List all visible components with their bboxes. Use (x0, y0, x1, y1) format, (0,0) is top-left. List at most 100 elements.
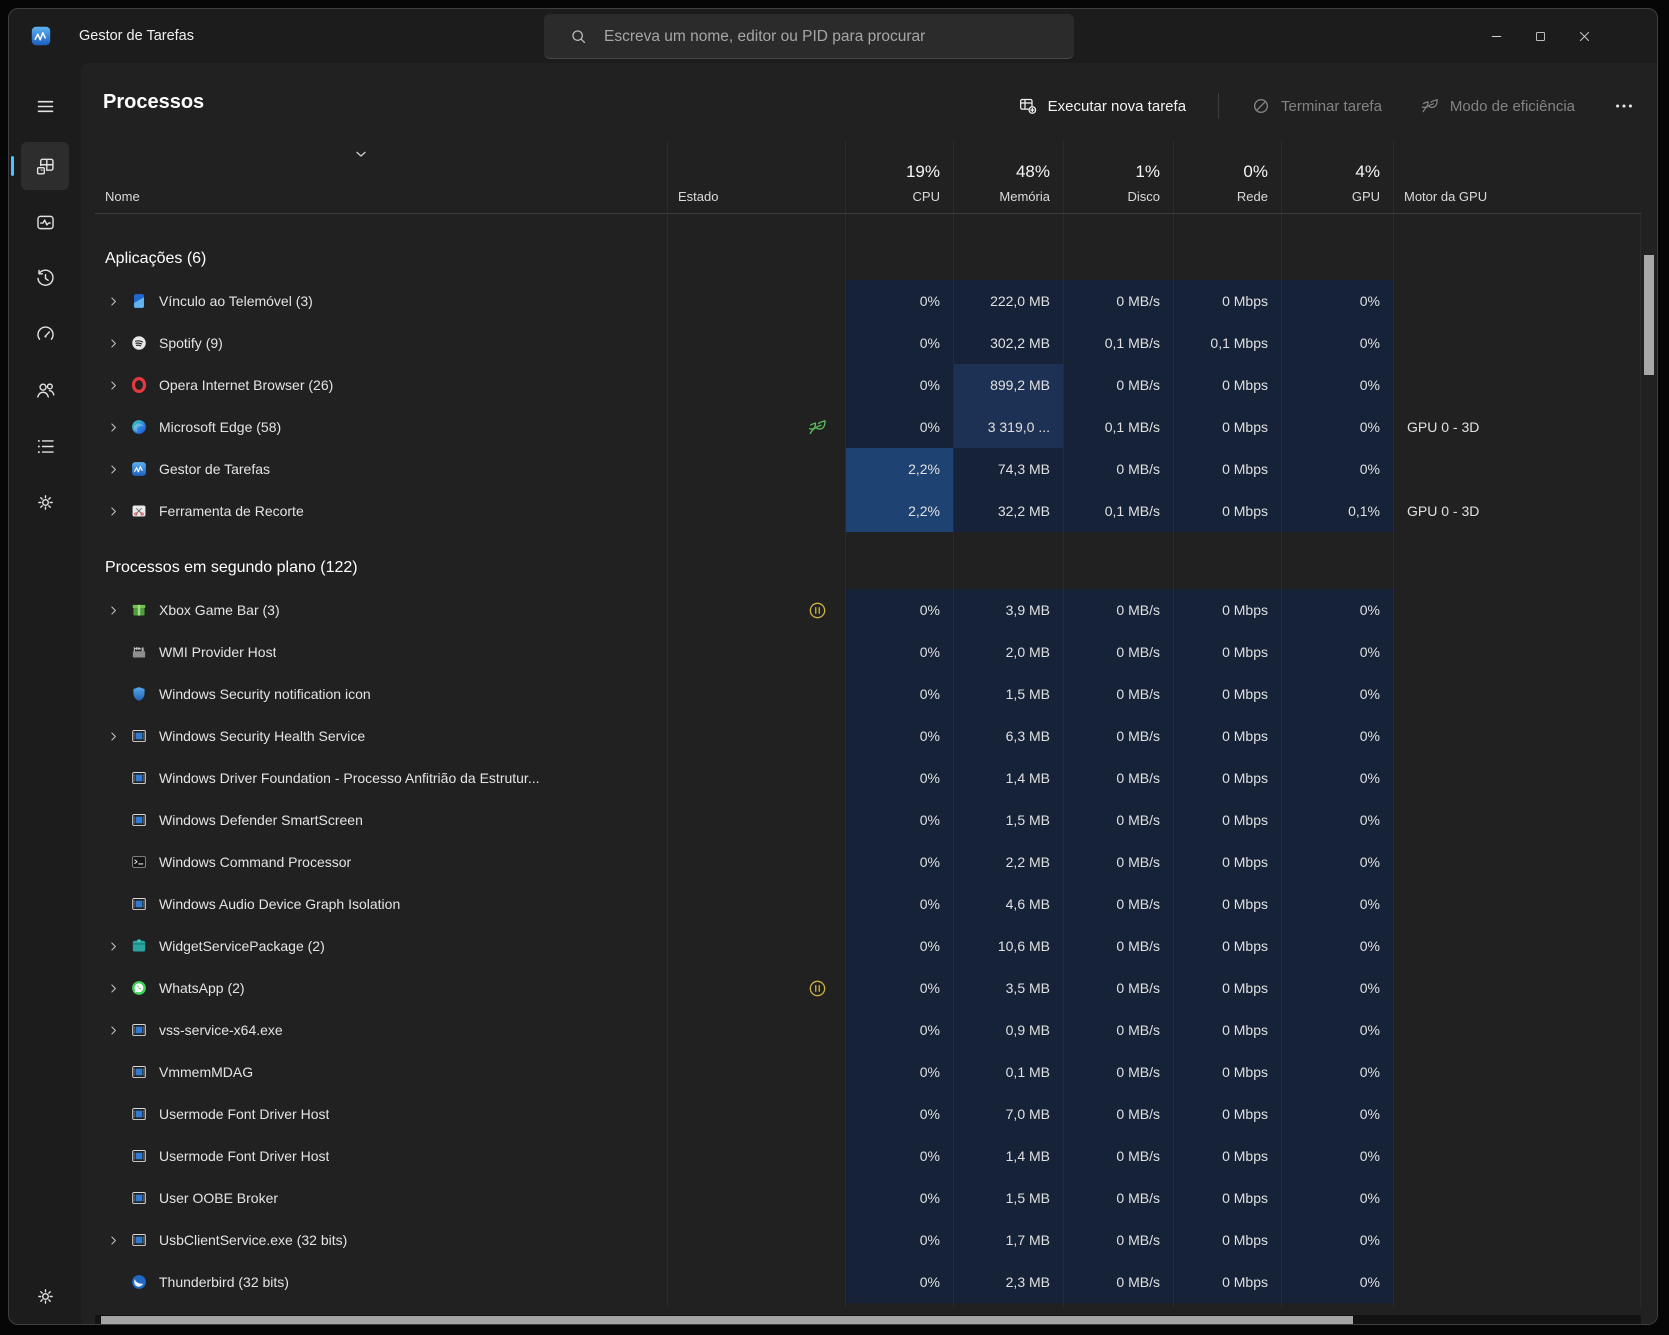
sidebar-item-startup-apps[interactable] (25, 314, 65, 354)
process-row[interactable]: VmmemMDAG 0% 0,1 MB 0 MB/s 0 Mbps 0% (95, 1051, 1641, 1093)
column-header-status[interactable]: Estado (667, 141, 845, 213)
process-row[interactable]: Gestor de Tarefas 2,2% 74,3 MB 0 MB/s 0 Mbps… (95, 448, 1641, 490)
gpu-cell: 0% (1281, 364, 1393, 406)
disk-cell: 0,1 MB/s (1063, 322, 1173, 364)
process-row[interactable]: UsbClientService.exe (32 bits) 0% 1,7 MB 0 … (95, 1219, 1641, 1261)
process-row[interactable]: Usermode Font Driver Host 0% 1,4 MB 0 MB/s 0… (95, 1135, 1641, 1177)
process-row[interactable]: User OOBE Broker 0% 1,5 MB 0 MB/s 0 Mbps 0% (95, 1177, 1641, 1219)
column-header-memory[interactable]: 48% Memória (953, 141, 1063, 213)
expand-chevron-icon[interactable] (107, 1024, 120, 1037)
expand-chevron-icon[interactable] (107, 379, 120, 392)
disk-cell: 0 MB/s (1063, 1093, 1173, 1135)
vertical-scrollbar-thumb[interactable] (1644, 255, 1654, 375)
expand-chevron-icon[interactable] (107, 982, 120, 995)
column-label: GPU (1351, 189, 1380, 204)
gpu-engine-cell: GPU 0 - 3D (1393, 406, 1641, 448)
column-label: Rede (1236, 189, 1268, 204)
end-task-icon (1251, 96, 1271, 116)
gpu-engine-cell (1393, 448, 1641, 490)
new-task-icon (1018, 96, 1038, 116)
phone-link-icon (130, 292, 148, 310)
status-cell (667, 1261, 845, 1303)
process-row[interactable]: vss-service-x64.exe 0% 0,9 MB 0 MB/s 0 Mbps 0… (95, 1009, 1641, 1051)
more-options-button[interactable] (1607, 91, 1641, 121)
process-row[interactable]: Ferramenta de Recorte 2,2% 32,2 MB 0,1 MB/s… (95, 490, 1641, 532)
expand-chevron-icon[interactable] (107, 730, 120, 743)
process-row[interactable]: Thunderbird (32 bits) 0% 2,3 MB 0 MB/s 0 Mbp… (95, 1261, 1641, 1303)
column-header-name[interactable]: Nome (95, 141, 667, 213)
horizontal-scrollbar[interactable] (95, 1315, 1641, 1324)
maximize-button[interactable] (1518, 9, 1562, 63)
status-cell (667, 1177, 845, 1219)
column-header-gpu[interactable]: 4% GPU (1281, 141, 1393, 213)
expand-chevron-icon[interactable] (107, 505, 120, 518)
memory-total: 48% (1015, 162, 1050, 181)
gpu-engine-cell (1393, 1051, 1641, 1093)
process-row[interactable]: Windows Audio Device Graph Isolation 0% 4,… (95, 883, 1641, 925)
search-icon (570, 28, 587, 45)
run-new-task-button[interactable]: Executar nova tarefa (1012, 92, 1192, 120)
process-row[interactable]: Xbox Game Bar (3) 0% 3,9 MB 0 MB/s 0 Mbps 0% (95, 589, 1641, 631)
process-row[interactable]: Windows Driver Foundation - Processo Anf… (95, 757, 1641, 799)
titlebar: Gestor de Tarefas (9, 9, 1657, 63)
process-row[interactable]: Microsoft Edge (58) 0% 3 319,0 ... 0,1 MB/s… (95, 406, 1641, 448)
sidebar-item-details[interactable] (25, 426, 65, 466)
process-name: WhatsApp (2) (159, 980, 245, 996)
expand-chevron-icon[interactable] (107, 1234, 120, 1247)
sidebar-item-performance[interactable] (25, 202, 65, 242)
cpu-cell: 0% (845, 757, 953, 799)
content-panel: Processos Executar nova tarefa Terminar t… (81, 63, 1657, 1324)
process-row[interactable]: Windows Defender SmartScreen 0% 1,5 MB 0 MB… (95, 799, 1641, 841)
snip-icon (130, 502, 148, 520)
gpu-engine-cell (1393, 1219, 1641, 1261)
expand-chevron-icon[interactable] (107, 295, 120, 308)
status-cell (667, 322, 845, 364)
efficiency-mode-button[interactable]: Modo de eficiência (1414, 92, 1581, 120)
process-row[interactable]: Spotify (9) 0% 302,2 MB 0,1 MB/s 0,1 Mbps 0% (95, 322, 1641, 364)
menu-button[interactable] (25, 86, 65, 126)
gpu-engine-cell (1393, 322, 1641, 364)
disk-cell: 0 MB/s (1063, 1219, 1173, 1261)
process-row[interactable]: Windows Security notification icon 0% 1,5 … (95, 673, 1641, 715)
gpu-cell: 0% (1281, 1135, 1393, 1177)
column-header-disk[interactable]: 1% Disco (1063, 141, 1173, 213)
expand-chevron-icon[interactable] (107, 421, 120, 434)
column-header-gpu_engine[interactable]: Motor da GPU (1393, 141, 1641, 213)
expand-chevron-icon[interactable] (107, 463, 120, 476)
column-header-cpu[interactable]: 19% CPU (845, 141, 953, 213)
end-task-button[interactable]: Terminar tarefa (1245, 92, 1388, 120)
network-cell: 0,1 Mbps (1173, 322, 1281, 364)
process-row[interactable]: WMI Provider Host 0% 2,0 MB 0 MB/s 0 Mbps 0% (95, 631, 1641, 673)
gpu-engine-cell (1393, 799, 1641, 841)
search-input[interactable] (602, 14, 1061, 60)
sidebar-item-processes[interactable] (11, 142, 69, 190)
window-icon (130, 1021, 148, 1039)
column-label: CPU (912, 189, 940, 204)
network-cell: 0 Mbps (1173, 280, 1281, 322)
search-box[interactable] (544, 14, 1074, 60)
process-row[interactable]: WhatsApp (2) 0% 3,5 MB 0 MB/s 0 Mbps 0% (95, 967, 1641, 1009)
process-row[interactable]: Windows Command Processor 0% 2,2 MB 0 MB/s 0… (95, 841, 1641, 883)
xbox-icon (130, 601, 148, 619)
close-button[interactable] (1562, 9, 1606, 63)
cpu-cell: 2,2% (845, 448, 953, 490)
minimize-button[interactable] (1474, 9, 1518, 63)
sidebar-item-settings[interactable] (25, 1276, 65, 1316)
expand-chevron-icon[interactable] (107, 337, 120, 350)
expand-chevron-icon[interactable] (107, 604, 120, 617)
process-row[interactable]: Usermode Font Driver Host 0% 7,0 MB 0 MB/s 0… (95, 1093, 1641, 1135)
vertical-scrollbar[interactable] (1643, 214, 1655, 1307)
process-row[interactable]: Opera Internet Browser (26) 0% 899,2 MB 0 M… (95, 364, 1641, 406)
horizontal-scrollbar-thumb[interactable] (101, 1316, 1353, 1324)
process-row[interactable]: WidgetServicePackage (2) 0% 10,6 MB 0 MB/s 0… (95, 925, 1641, 967)
sidebar-item-app-history[interactable] (25, 258, 65, 298)
cpu-total: 19% (905, 162, 940, 181)
process-name: Windows Audio Device Graph Isolation (159, 896, 401, 912)
column-header-network[interactable]: 0% Rede (1173, 141, 1281, 213)
process-row[interactable]: Vínculo ao Telemóvel (3) 0% 222,0 MB 0 MB/s… (95, 280, 1641, 322)
sidebar-item-users[interactable] (25, 370, 65, 410)
sidebar-item-services[interactable] (25, 482, 65, 522)
memory-cell: 2,3 MB (953, 1261, 1063, 1303)
expand-chevron-icon[interactable] (107, 940, 120, 953)
process-row[interactable]: Windows Security Health Service 0% 6,3 MB 0… (95, 715, 1641, 757)
